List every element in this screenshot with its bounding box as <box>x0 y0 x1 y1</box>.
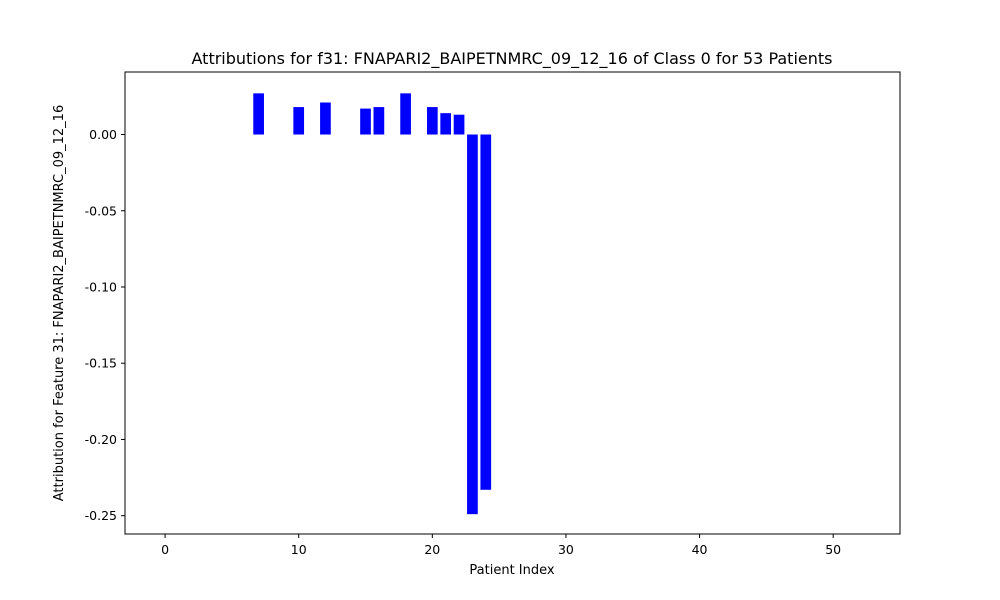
x-axis-ticks: 0 10 20 30 40 50 <box>161 534 841 557</box>
x-tick-label: 30 <box>558 542 574 557</box>
bar-patient-23 <box>467 134 478 515</box>
x-tick-label: 50 <box>825 542 841 557</box>
x-tick-label: 10 <box>291 542 307 557</box>
y-tick-label: -0.25 <box>85 508 117 523</box>
bar-patient-10 <box>293 107 305 135</box>
bar-patient-16 <box>373 107 385 135</box>
bar-patient-20 <box>426 107 438 135</box>
y-tick-label: -0.15 <box>85 356 117 371</box>
chart-title: Attributions for f31: FNAPARI2_BAIPETNMR… <box>192 49 833 69</box>
bars-group <box>253 93 492 515</box>
bar-patient-21 <box>440 113 452 135</box>
y-axis-ticks: 0.00 -0.05 -0.10 -0.15 -0.20 -0.25 <box>85 127 125 523</box>
x-tick-label: 40 <box>692 542 708 557</box>
y-tick-label: -0.20 <box>85 432 117 447</box>
bar-patient-18 <box>400 93 411 135</box>
y-tick-label: -0.10 <box>85 279 117 294</box>
bar-patient-24 <box>480 134 492 490</box>
bar-patient-7 <box>253 93 264 135</box>
y-tick-label: 0.00 <box>89 127 117 142</box>
x-tick-label: 0 <box>161 542 169 557</box>
plot-frame <box>124 71 901 535</box>
x-tick-label: 20 <box>424 542 440 557</box>
x-axis-label: Patient Index <box>469 563 554 578</box>
bar-patient-22 <box>453 114 465 135</box>
bar-patient-15 <box>360 108 371 135</box>
bar-patient-12 <box>320 102 331 135</box>
y-axis-label: Attribution for Feature 31: FNAPARI2_BAI… <box>52 105 67 501</box>
y-tick-label: -0.05 <box>85 203 117 218</box>
